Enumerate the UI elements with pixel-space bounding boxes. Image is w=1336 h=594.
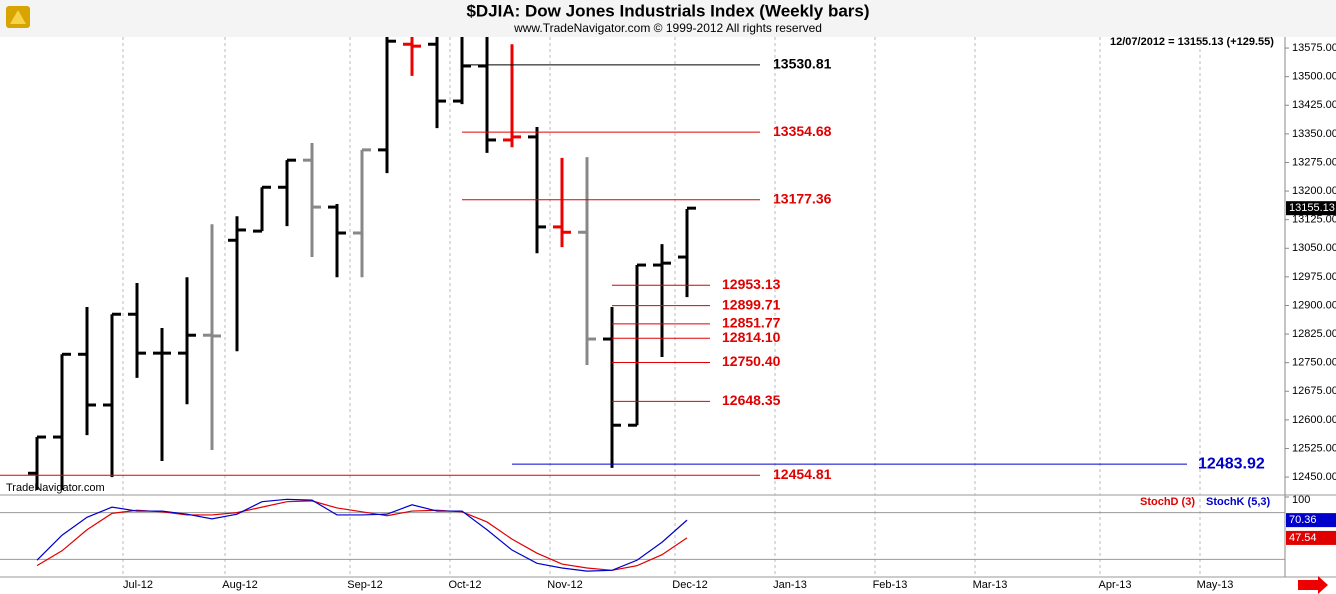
y-tick-label: 13575.00 <box>1292 42 1336 54</box>
level-label: 12483.92 <box>1198 455 1265 472</box>
y-tick-label: 12600.00 <box>1292 414 1336 426</box>
y-tick-label: 13350.00 <box>1292 128 1336 140</box>
x-tick-label: Apr-13 <box>1098 579 1131 591</box>
level-label: 13354.68 <box>773 123 832 139</box>
x-tick-label: Oct-12 <box>448 579 481 591</box>
y-tick-label: 12900.00 <box>1292 299 1336 311</box>
last-value-box <box>1286 530 1336 545</box>
level-label: 12953.13 <box>722 276 781 292</box>
y-tick-label: 13425.00 <box>1292 99 1336 111</box>
legend-entry: StochD (3) <box>1140 496 1195 508</box>
y-tick-label: 12675.00 <box>1292 385 1336 397</box>
logo <box>6 6 30 28</box>
y-tick-label: 12450.00 <box>1292 471 1336 483</box>
last-price-box <box>1286 201 1336 216</box>
watermark: TradeNavigator.com <box>6 482 105 494</box>
level-label: 13530.81 <box>773 56 832 72</box>
x-tick-label: Mar-13 <box>973 579 1008 591</box>
x-tick-label: Dec-12 <box>672 579 707 591</box>
last-value-label: 47.54 <box>1289 532 1317 544</box>
y-tick-label: 100 <box>1292 494 1310 506</box>
y-tick-label: 12975.00 <box>1292 271 1336 283</box>
last-price-label: 13155.13 <box>1289 202 1335 214</box>
x-tick-label: Jul-12 <box>123 579 153 591</box>
level-label: 12454.81 <box>773 466 832 482</box>
y-tick-label: 13275.00 <box>1292 156 1336 168</box>
chart-title: $DJIA: Dow Jones Industrials Index (Week… <box>466 1 869 20</box>
plot-area <box>28 37 696 491</box>
x-tick-label: May-13 <box>1197 579 1234 591</box>
legend-entry: StochK (5,3) <box>1206 496 1271 508</box>
level-label: 12851.77 <box>722 315 781 331</box>
series-line <box>36 498 688 572</box>
y-tick-label: 13125.00 <box>1292 214 1336 226</box>
level-label: 13177.36 <box>773 190 832 206</box>
y-tick-label: 12825.00 <box>1292 328 1336 340</box>
last-value-box <box>1286 513 1336 528</box>
level-label: 12750.40 <box>722 353 781 369</box>
x-tick-label: Jan-13 <box>773 579 807 591</box>
x-tick-label: Aug-12 <box>222 579 257 591</box>
scroll-arrow[interactable] <box>1298 576 1328 594</box>
y-tick-label: 13200.00 <box>1292 185 1336 197</box>
chart-subtitle: www.TradeNavigator.com © 1999-2012 All r… <box>513 21 822 35</box>
level-label: 12648.35 <box>722 392 781 408</box>
header-band <box>0 0 1336 37</box>
x-tick-label: Feb-13 <box>873 579 908 591</box>
y-tick-label: 13050.00 <box>1292 242 1336 254</box>
y-tick-label: 13500.00 <box>1292 71 1336 83</box>
x-tick-label: Sep-12 <box>347 579 382 591</box>
level-label: 12814.10 <box>722 329 781 345</box>
level-label: 12899.71 <box>722 296 781 312</box>
info: 12/07/2012 = 13155.13 (+129.55) <box>1110 36 1274 48</box>
y-tick-label: 12525.00 <box>1292 442 1336 454</box>
x-tick-label: Nov-12 <box>547 579 582 591</box>
last-value-label: 70.36 <box>1289 514 1317 526</box>
y-tick-label: 12750.00 <box>1292 357 1336 369</box>
